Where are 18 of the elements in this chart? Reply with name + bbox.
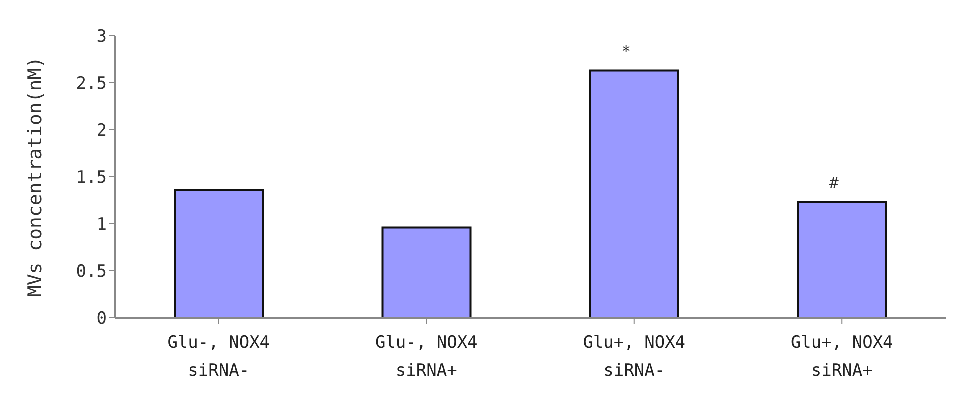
y-tick-label: 2	[96, 121, 107, 142]
bar	[590, 70, 680, 318]
x-tick-label: Glu+, NOX4 siRNA-	[583, 333, 686, 381]
y-tick-label: 2.5	[76, 74, 107, 94]
y-tick-label: 3	[96, 27, 107, 48]
bar	[382, 226, 472, 318]
x-tick-label: Glu+, NOX4 siRNA+	[790, 333, 894, 381]
y-tick-label: 0.5	[76, 262, 107, 282]
y-tick-label: 1.5	[76, 168, 107, 188]
y-tick-label: 0	[96, 309, 107, 330]
bar	[797, 201, 888, 318]
annotation: #	[829, 173, 840, 192]
bar	[174, 189, 264, 318]
x-tick-label: Glu-, NOX4 siRNA-	[168, 333, 270, 381]
x-tick-label: Glu-, NOX4 siRNA+	[375, 333, 478, 381]
y-axis-title: MVs concentration(nM)	[24, 56, 47, 298]
annotation: *	[622, 42, 632, 61]
y-tick-label: 1	[96, 215, 107, 236]
